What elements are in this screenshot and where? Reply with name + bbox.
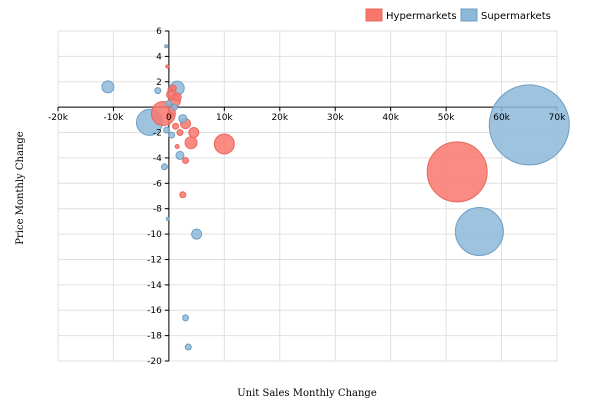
supermarkets-bubble [101, 80, 115, 94]
hypermarkets-bubble [174, 144, 180, 149]
plot-border [57, 30, 558, 362]
supermarkets-bubble [154, 87, 162, 95]
hypermarkets-bubble [176, 129, 184, 137]
supermarkets-bubble [454, 207, 504, 257]
supermarkets-bubble [182, 314, 190, 322]
hypermarkets-bubble [172, 122, 180, 130]
legend-item-hypermarkets: Hypermarkets [365, 8, 457, 22]
y-tick-label: 2 [156, 78, 162, 88]
y-tick-label: -10 [147, 230, 162, 240]
supermarkets-bubble [160, 163, 168, 171]
grid [57, 30, 558, 362]
hypermarkets-bubble [165, 64, 170, 69]
y-tick-label: -8 [153, 205, 162, 215]
legend-swatch [460, 8, 478, 22]
supermarkets-bubble [178, 114, 188, 124]
y-tick-label: -6 [153, 179, 162, 189]
supermarkets-bubble [175, 150, 185, 160]
y-tick-label: -20 [147, 357, 162, 367]
supermarkets-bubble [165, 216, 170, 221]
axes [57, 30, 558, 362]
hypermarkets-bubble [213, 133, 235, 155]
y-tick-label: -12 [147, 255, 162, 265]
bubbles [101, 44, 570, 351]
y-tick-label: -2 [153, 129, 162, 139]
supermarkets-bubble [184, 343, 192, 351]
hypermarkets-bubble [179, 191, 187, 199]
x-tick-label: -20k [48, 113, 69, 123]
x-tick-label: 60k [493, 113, 510, 123]
supermarkets-bubble [168, 131, 176, 139]
y-tick-label: 6 [156, 27, 162, 37]
y-axis-title: Price Monthly Change [15, 131, 26, 244]
hypermarkets-bubble [188, 127, 200, 139]
x-tick-label: 30k [327, 113, 344, 123]
x-axis-title: Unit Sales Monthly Change [237, 388, 377, 399]
hypermarkets-bubble [167, 86, 173, 92]
y-tick-label: 4 [156, 52, 162, 62]
legend-label: Hypermarkets [386, 11, 457, 22]
supermarkets-bubble [165, 99, 173, 107]
supermarkets-bubble [164, 44, 169, 49]
supermarkets-bubble [488, 84, 570, 166]
hypermarkets-bubble [172, 92, 182, 102]
hypermarkets-bubble [150, 101, 176, 126]
legend-label: Supermarkets [481, 11, 551, 22]
legend-item-supermarkets: Supermarkets [460, 8, 551, 22]
x-tick-label: 20k [271, 113, 288, 123]
supermarkets-bubble [163, 126, 171, 134]
hypermarkets-bubble [426, 141, 488, 203]
hypermarkets-bubble [184, 136, 198, 150]
supermarkets-bubble [170, 103, 178, 111]
x-tick-label: 50k [438, 113, 455, 123]
y-tick-label: -16 [147, 306, 162, 316]
y-tick-label: -14 [147, 281, 162, 291]
supermarkets-bubble [191, 228, 203, 240]
hypermarkets-bubble [166, 111, 174, 119]
legend: Hypermarkets Supermarkets [365, 8, 551, 22]
x-tick-label: 10k [216, 113, 233, 123]
tick-labels: -20k -10k 0 10k 20k 30k 40k 50k 60k 70k 6 4 2 -2 -4 -6 -… [48, 27, 566, 367]
y-tick-label: -4 [153, 154, 162, 164]
x-tick-label: 40k [382, 113, 399, 123]
x-tick-label: 0 [166, 113, 172, 123]
y-tick-label: -18 [147, 332, 162, 342]
legend-swatch [365, 8, 383, 22]
x-tick-label: -10k [103, 113, 124, 123]
x-tick-label: 70k [549, 113, 566, 123]
hypermarkets-bubble [182, 156, 190, 164]
